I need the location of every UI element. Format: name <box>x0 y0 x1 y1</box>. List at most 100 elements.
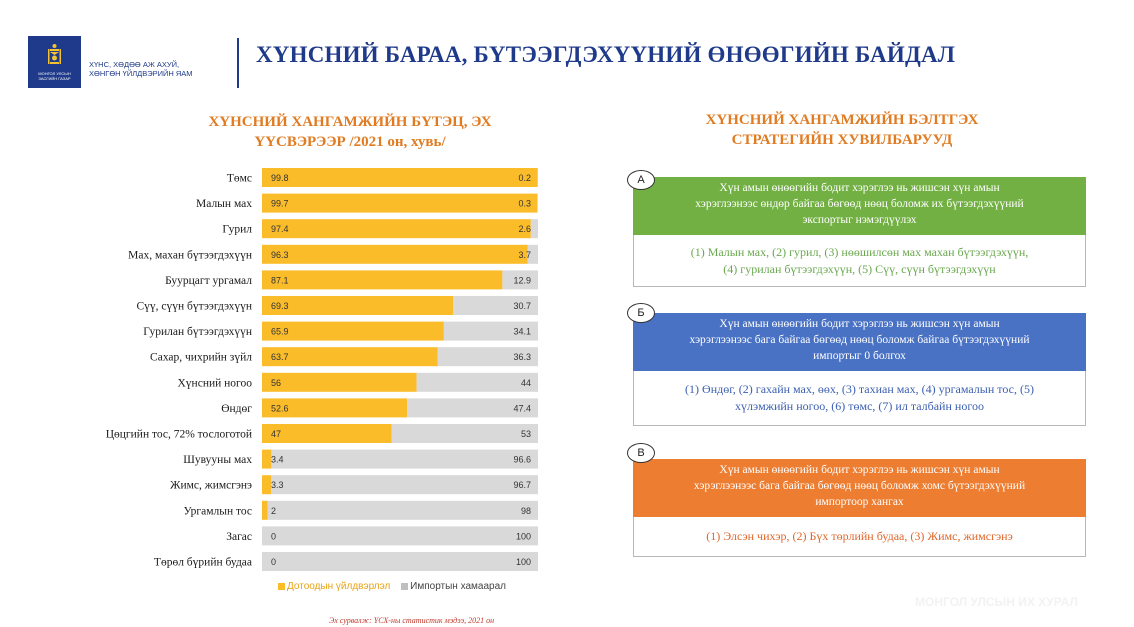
logo-caption-2: ЗАСГИЙН ГАЗАР <box>38 76 71 81</box>
chart-title-line-2: ҮҮСВЭРЭЭР /2021 он, хувь/ <box>254 134 446 150</box>
category-label: Буурцагт ургамал <box>165 275 252 287</box>
ministry-name: ХҮНС, ХӨДӨӨ АЖ АХУЙ, ХӨНГӨН ҮЙЛДВЭРИЙН Я… <box>89 60 229 78</box>
strategy-a-body-line: (4) гурилан бүтээгдэхүүн, (5) Сүү, сүүн … <box>723 261 996 276</box>
category-label: Малын мах <box>196 198 252 210</box>
data-label-import: 44 <box>521 378 531 388</box>
data-label-domestic: 97.4 <box>271 224 289 234</box>
strategies-title-line-2: СТРАТЕГИЙН ХУВИЛБАРУУД <box>731 132 953 148</box>
data-label-domestic: 96.3 <box>271 250 289 260</box>
bar-import <box>262 552 538 571</box>
strategy-b-body-line: (1) Өндөг, (2) гахайн мах, өөх, (3) тахи… <box>685 382 1034 396</box>
strategy-b-banner-line: импортыг 0 болгох <box>813 350 906 362</box>
bar-domestic <box>262 424 392 443</box>
data-label-import: 0.3 <box>518 199 531 209</box>
bar-import <box>271 449 538 469</box>
soyombo-emblem-icon <box>48 44 61 64</box>
category-label: Гурил <box>222 224 252 236</box>
category-label: Төмс <box>227 173 252 185</box>
category-label: Ургамлын тос <box>184 505 253 517</box>
bar-domestic <box>262 296 454 315</box>
strategy-a-banner-line: Хүн амын өнөөгийн бодит хэрэглээ нь жишс… <box>719 182 1000 194</box>
strategy-c-banner-line: Хүн амын өнөөгийн бодит хэрэглээ нь жишс… <box>719 464 1000 476</box>
bar-domestic <box>262 372 417 392</box>
data-label-domestic: 2 <box>271 506 276 516</box>
food-supply-bar-chart: Төмс 99.8 0.2 Малын мах 99.7 0.3 Гурил 97.4 2.6 М… <box>106 168 538 571</box>
data-label-import: 0.2 <box>518 173 531 183</box>
category-label: Өндөг <box>221 403 252 415</box>
strategies-title-line-1: ХҮНСНИЙ ХАНГАМЖИЙН БЭЛТГЭХ <box>705 112 979 128</box>
data-label-domestic: 63.7 <box>271 352 289 362</box>
data-label-domestic: 65.9 <box>271 327 289 337</box>
category-label: Сахар, чихрийн зүйл <box>150 352 252 364</box>
legend-item-import: Импортын хамаарал <box>401 581 506 592</box>
strategy-card-a: Хүн амын өнөөгийн бодит хэрэглээ нь жишс… <box>627 170 1086 287</box>
data-label-domestic: 99.8 <box>271 173 289 183</box>
strategies-title: ХҮНСНИЙ ХАНГАМЖИЙН БЭЛТГЭХ СТРАТЕГИЙН ХУ… <box>660 110 1024 150</box>
strategy-c-body: (1) Элсэн чихэр, (2) Бүх төрлийн будаа, … <box>633 517 1086 557</box>
bar-import <box>391 424 538 443</box>
bar-domestic <box>262 270 503 290</box>
data-label-import: 34.1 <box>513 327 531 337</box>
bar-import <box>527 244 538 264</box>
strategy-b-body-line: хүлэмжийн ногоо, (6) төмс, (7) ил талбай… <box>735 399 984 413</box>
strategy-card-c: Хүн амын өнөөгийн бодит хэрэглээ нь жишс… <box>627 443 1086 557</box>
strategy-a-body: (1) Малын мах, (2) гурил, (3) нөөшилсөн … <box>633 235 1086 287</box>
strategy-a-body-line: (1) Малын мах, (2) гурил, (3) нөөшилсөн … <box>690 244 1029 259</box>
bar-import <box>537 193 538 213</box>
data-label-domestic: 99.7 <box>271 199 289 209</box>
legend-label-import: Импортын хамаарал <box>410 581 507 592</box>
data-label-import: 96.7 <box>513 480 531 490</box>
bar-import <box>416 372 538 392</box>
bar-domestic <box>262 193 538 213</box>
legend-swatch-domestic <box>278 582 285 590</box>
source-note: Эх сурвалж: ҮСХ-ны статистик мэдээ, 2021… <box>329 616 495 625</box>
data-label-import: 36.3 <box>513 352 531 362</box>
header-divider <box>237 38 239 88</box>
data-label-import: 3.7 <box>518 250 531 260</box>
strategy-b-banner: Хүн амын өнөөгийн бодит хэрэглээ нь жишс… <box>633 313 1086 371</box>
strategy-b-banner-line: Хүн амын өнөөгийн бодит хэрэглээ нь жишс… <box>719 318 1000 330</box>
data-label-import: 47.4 <box>513 403 531 413</box>
strategy-card-b: Хүн амын өнөөгийн бодит хэрэглээ нь жишс… <box>627 303 1086 426</box>
legend-swatch-import <box>401 582 409 590</box>
data-label-domestic: 87.1 <box>271 275 289 285</box>
data-label-import: 2.6 <box>518 224 531 234</box>
data-label-domestic: 47 <box>271 429 281 439</box>
strategy-c-banner-line: импортоор хангах <box>815 496 904 508</box>
ministry-name-line-2: ХӨНГӨН ҮЙЛДВЭРИЙН ЯАМ <box>89 69 193 78</box>
data-label-domestic: 0 <box>271 557 276 567</box>
category-label: Төрөл бүрийн будаа <box>154 557 252 569</box>
bar-domestic <box>262 244 528 264</box>
data-label-import: 98 <box>521 506 531 516</box>
bar-domestic <box>262 449 272 469</box>
data-label-import: 100 <box>516 557 531 567</box>
category-label: Шувууны мах <box>183 454 252 466</box>
page-title: ХҮНСНИЙ БАРАА, БҮТЭЭГДЭХҮҮНИЙ ӨНӨӨГИЙН Б… <box>256 42 956 67</box>
legend-label-domestic: Дотоодын үйлдвэрлэл <box>287 581 391 592</box>
bar-import <box>443 321 538 341</box>
data-label-domestic: 3.3 <box>271 480 284 490</box>
data-label-domestic: 0 <box>271 531 276 541</box>
legend-item-domestic: Дотоодын үйлдвэрлэл <box>278 581 393 592</box>
bar-domestic <box>262 168 538 187</box>
strategy-c-body-line: (1) Элсэн чихэр, (2) Бүх төрлийн будаа, … <box>706 529 1013 543</box>
category-label: Сүү, сүүн бүтээгдэхүүн <box>136 301 252 313</box>
data-label-import: 96.6 <box>513 455 531 465</box>
government-logo: МОНГОЛ УЛСЫН ЗАСГИЙН ГАЗАР <box>28 36 81 88</box>
bar-domestic <box>262 321 444 341</box>
strategy-a-tag: A <box>627 170 655 190</box>
logo-caption-1: МОНГОЛ УЛСЫН <box>38 71 71 76</box>
bar-import <box>453 296 538 315</box>
bar-import <box>530 219 538 239</box>
data-label-domestic: 69.3 <box>271 301 289 311</box>
data-label-import: 12.9 <box>513 275 531 285</box>
data-label-domestic: 3.4 <box>271 455 284 465</box>
data-label-domestic: 52.6 <box>271 403 289 413</box>
category-label: Цөцгийн тос, 72% тослоготой <box>106 429 252 441</box>
chart-title-line-1: ХҮНСНИЙ ХАНГАМЖИЙН БҮТЭЦ, ЭХ <box>208 114 492 130</box>
chart-legend: Дотоодын үйлдвэрлэл Импортын хамаарал <box>278 581 514 592</box>
strategy-a-banner-line: хэрэглээнээс өндөр байгаа бөгөөд нөөц бо… <box>695 198 1024 210</box>
bar-domestic <box>262 500 268 520</box>
bar-import <box>537 168 538 187</box>
strategy-b-tag: Б <box>627 303 655 323</box>
